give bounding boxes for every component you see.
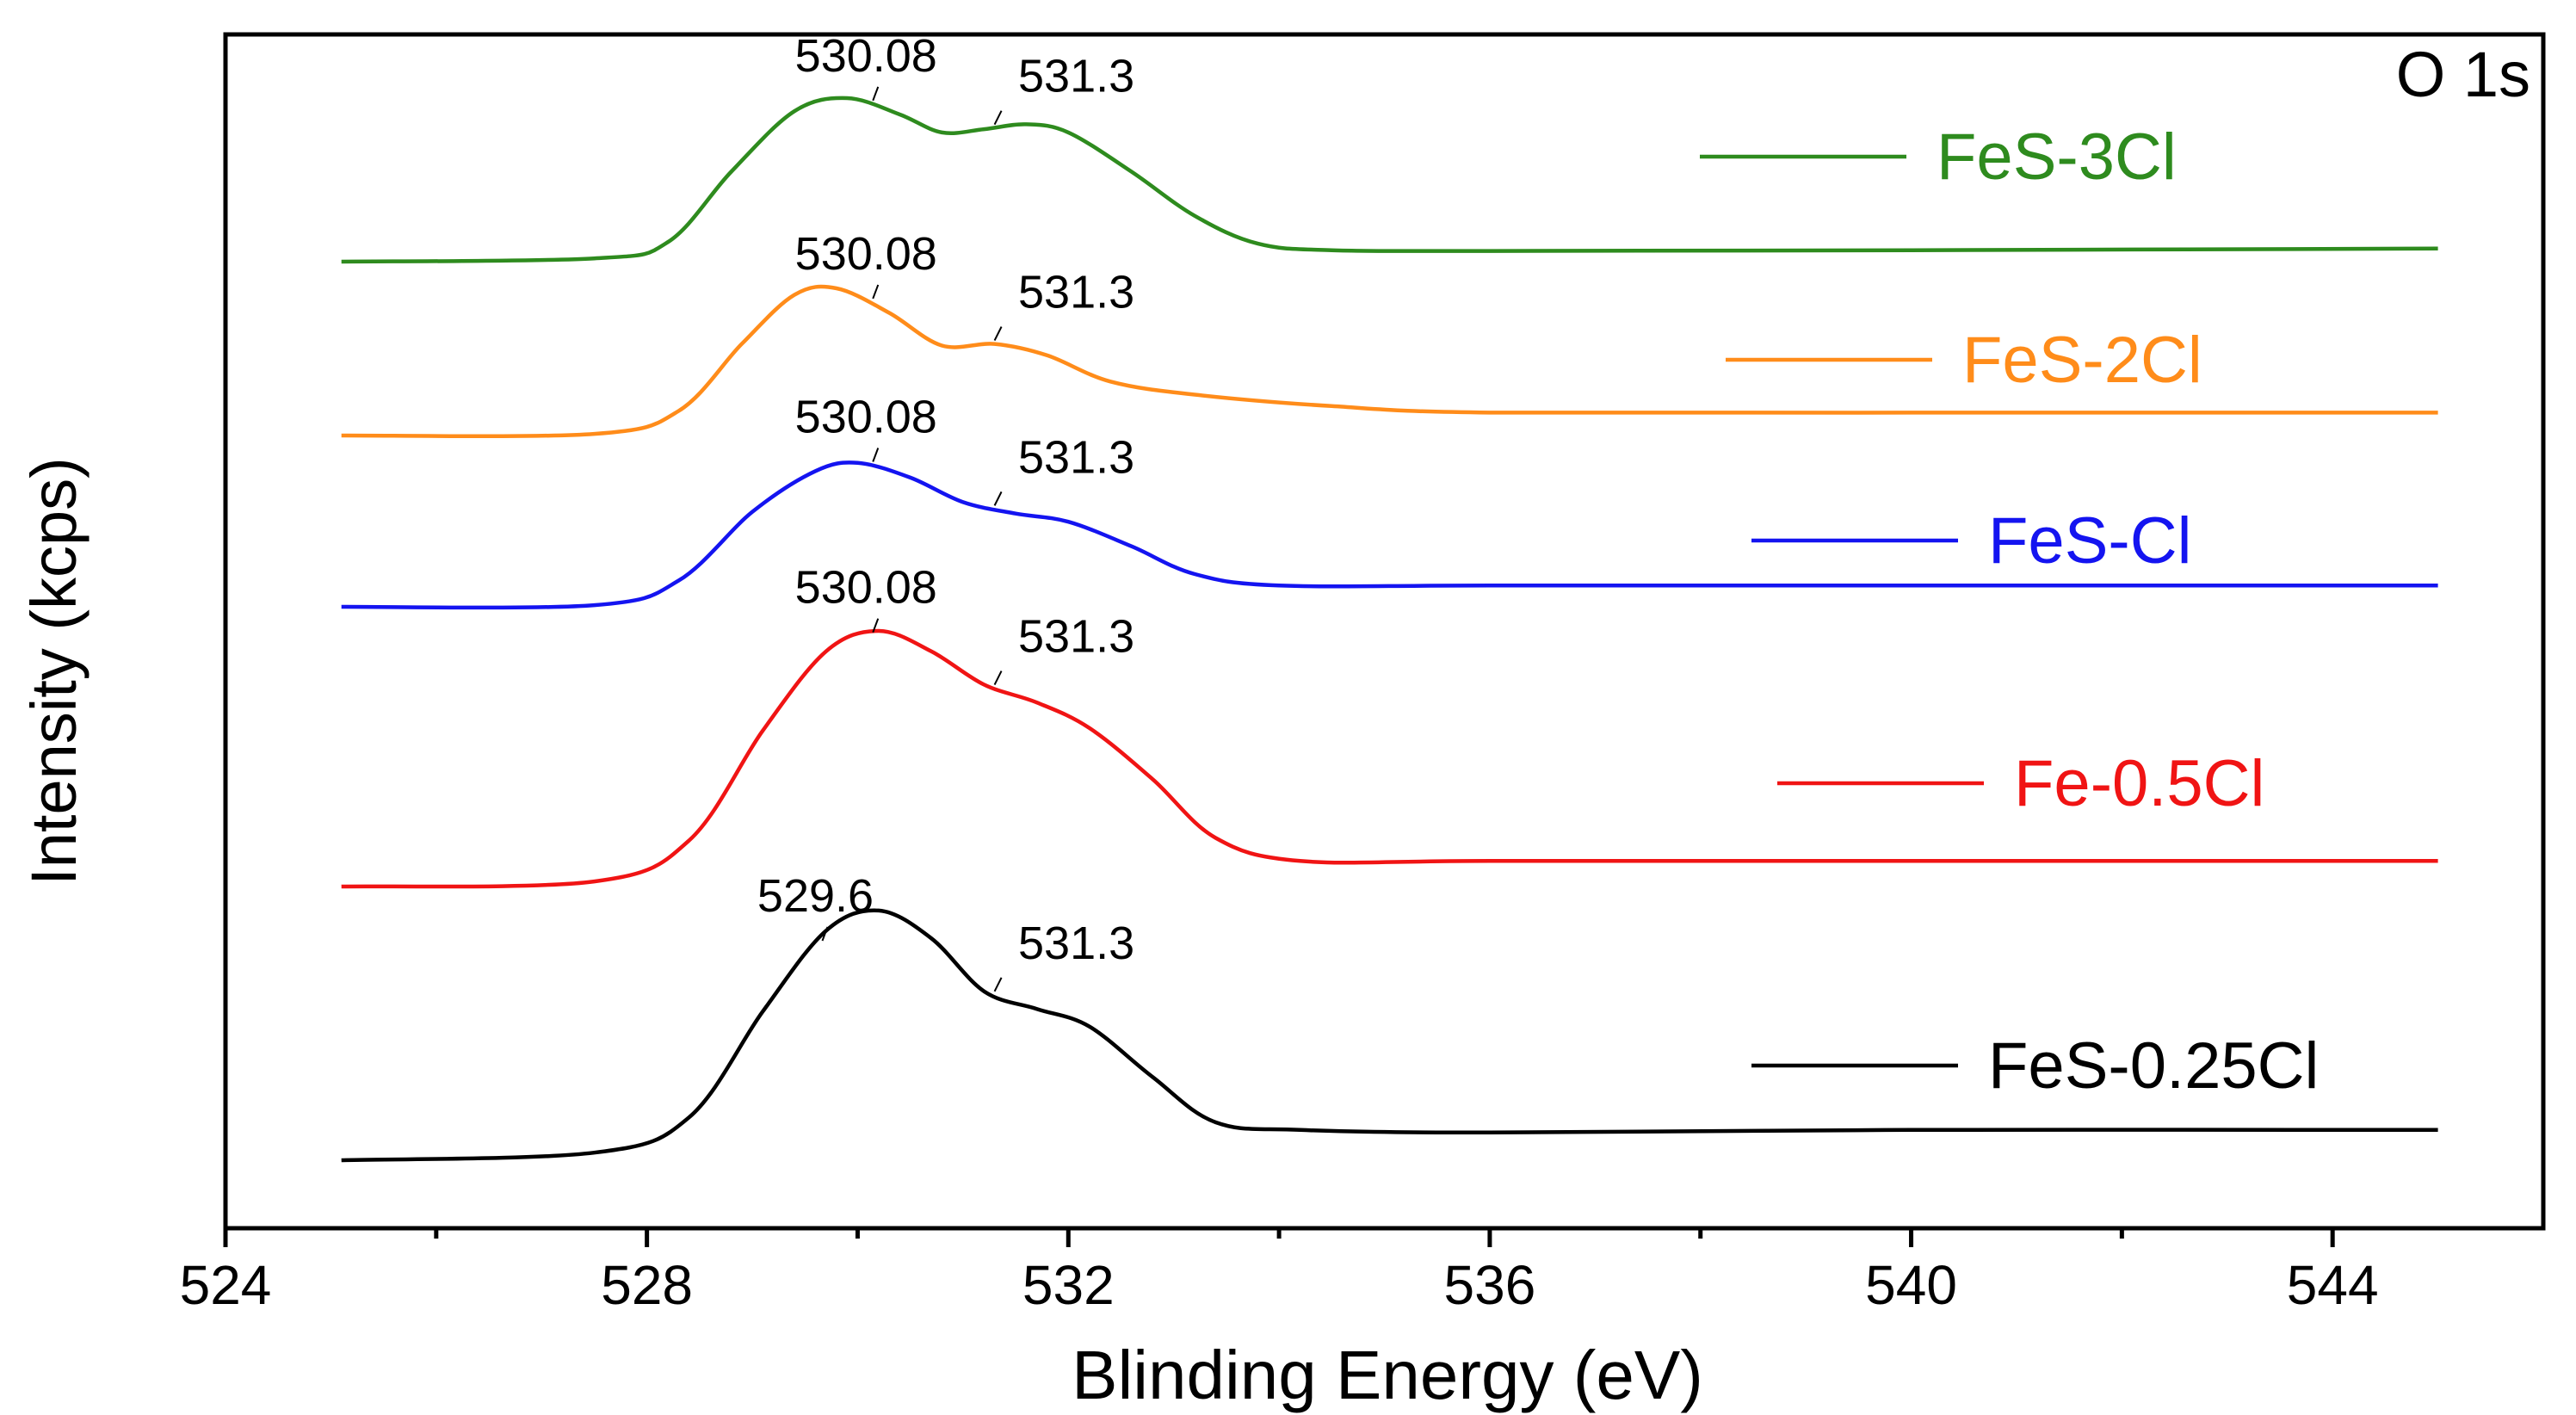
legend-label: FeS-0.25Cl bbox=[1988, 1029, 2319, 1103]
series-line-fes-0-25cl bbox=[341, 908, 2438, 1163]
x-axis: 524 528 532 536 540 544 bbox=[180, 1228, 2379, 1316]
series-line-fes-cl bbox=[341, 460, 2438, 610]
peak-leader bbox=[993, 977, 1003, 992]
series-line-fes-2cl bbox=[341, 284, 2438, 439]
x-axis-title: Blinding Energy (eV) bbox=[1072, 1337, 1703, 1413]
series-line-fes-3cl bbox=[341, 96, 2438, 264]
peak-label: 530.08 bbox=[795, 392, 937, 443]
peak-leader bbox=[872, 86, 880, 102]
peak-leader bbox=[993, 110, 1003, 126]
peak-label: 531.3 bbox=[1018, 431, 1134, 483]
chart-title: O 1s bbox=[2396, 39, 2530, 110]
legend-label: FeS-3Cl bbox=[1937, 120, 2177, 194]
series-line-fe-0-5cl bbox=[341, 628, 2438, 889]
x-tick-label: 544 bbox=[2287, 1254, 2379, 1316]
x-tick-label: 528 bbox=[601, 1254, 693, 1316]
peak-leader bbox=[993, 326, 1003, 342]
legend-label: Fe-0.5Cl bbox=[2014, 747, 2264, 820]
peak-annotations: 530.08 531.3 530.08 531.3 530.08 531.3 530.08 5… bbox=[757, 30, 1134, 992]
legend: FeS-3Cl FeS-2Cl FeS-Cl Fe-0.5Cl FeS-0.25Cl bbox=[1700, 120, 2319, 1103]
peak-label: 531.3 bbox=[1018, 918, 1134, 969]
peak-label: 530.08 bbox=[795, 30, 937, 82]
peak-leader bbox=[993, 491, 1003, 506]
peak-leader bbox=[872, 284, 880, 300]
peak-leader bbox=[993, 670, 1003, 685]
peak-leader bbox=[872, 448, 880, 462]
peak-label: 529.6 bbox=[757, 870, 874, 922]
x-tick-label: 532 bbox=[1022, 1254, 1115, 1316]
peak-label: 530.08 bbox=[795, 562, 937, 614]
plot-border bbox=[223, 32, 2546, 1231]
peak-label: 531.3 bbox=[1018, 267, 1134, 318]
x-tick-label: 524 bbox=[180, 1254, 272, 1316]
peak-label: 530.08 bbox=[795, 228, 937, 280]
peak-leader bbox=[821, 926, 829, 942]
peak-label: 531.3 bbox=[1018, 611, 1134, 663]
series-group bbox=[341, 96, 2438, 1163]
x-tick-label: 540 bbox=[1865, 1254, 1957, 1316]
x-tick-label: 536 bbox=[1444, 1254, 1536, 1316]
legend-label: FeS-Cl bbox=[1988, 504, 2191, 578]
peak-label: 531.3 bbox=[1018, 51, 1134, 102]
y-axis-title: Intensity (kcps) bbox=[18, 457, 90, 886]
legend-label: FeS-2Cl bbox=[1962, 324, 2202, 397]
peak-leader bbox=[872, 618, 880, 633]
plot-frame bbox=[223, 32, 2546, 1231]
